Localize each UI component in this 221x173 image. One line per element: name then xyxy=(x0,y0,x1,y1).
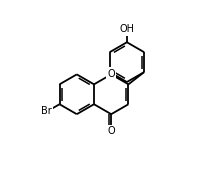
Text: O: O xyxy=(107,126,115,136)
Text: OH: OH xyxy=(119,24,134,34)
Text: Br: Br xyxy=(41,106,52,116)
Text: O: O xyxy=(107,69,115,79)
